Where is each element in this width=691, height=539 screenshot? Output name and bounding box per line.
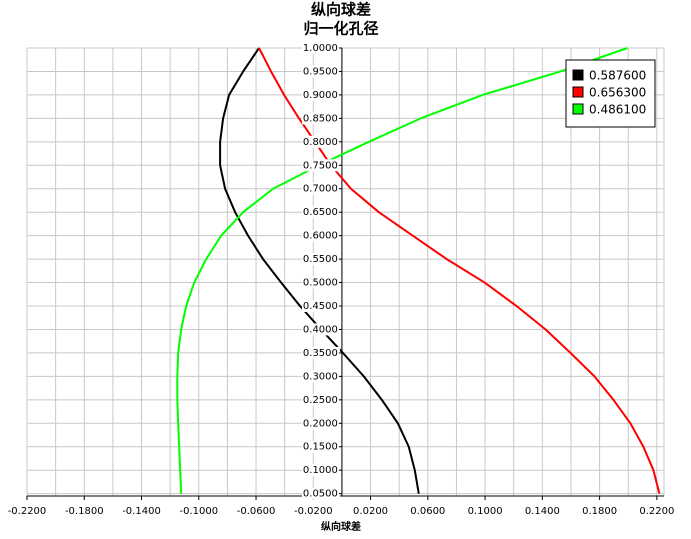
y-tick-label-bg	[301, 135, 340, 148]
y-tick-label: 0.9000	[303, 90, 338, 101]
y-tick-label: 0.7000	[303, 184, 338, 195]
y-tick-label-bg	[301, 112, 340, 125]
x-tick-label: -0.2200	[8, 506, 47, 517]
y-tick-label: 0.5500	[303, 254, 338, 265]
y-tick-label: 0.6500	[303, 207, 338, 218]
y-tick-label-bg	[301, 417, 340, 430]
x-tick-label: -0.0200	[294, 506, 333, 517]
y-tick-label-bg	[301, 65, 340, 78]
y-tick-label: 0.3500	[303, 348, 338, 359]
y-tick-label: 0.2000	[303, 418, 338, 429]
y-tick-label-bg	[301, 440, 340, 453]
y-tick-label-bg	[301, 182, 340, 195]
x-tick-label: -0.0600	[237, 506, 276, 517]
x-axis-label: 纵向球差	[321, 520, 361, 533]
x-tick-label: -0.1400	[122, 506, 161, 517]
y-tick-label: 0.1000	[303, 465, 338, 476]
x-tick-label: -0.1800	[65, 506, 104, 517]
x-tick-label: 0.1400	[525, 506, 560, 517]
y-tick-label: 0.6000	[303, 231, 338, 242]
series-line	[258, 47, 661, 494]
x-tick-label: 0.1000	[468, 506, 503, 517]
y-tick-label: 0.3000	[303, 371, 338, 382]
y-tick-label: 0.2500	[303, 395, 338, 406]
chart-subtitle: 归一化孔径	[303, 20, 378, 38]
chart-title: 纵向球差	[311, 1, 371, 19]
y-tick-label-bg	[301, 42, 340, 54]
y-tick-label-bg	[301, 323, 340, 336]
y-tick-label: 0.9500	[303, 66, 338, 77]
legend-label: 0.656300	[589, 86, 646, 100]
y-tick-label: 1.0000	[303, 43, 338, 54]
y-tick-label-bg	[301, 487, 340, 500]
x-tick-label: -0.1000	[179, 506, 218, 517]
legend-label: 0.486100	[589, 103, 646, 117]
y-tick-label-bg	[301, 159, 340, 172]
legend-label: 0.587600	[589, 69, 646, 83]
series-line	[176, 47, 628, 494]
y-tick-label-bg	[301, 206, 340, 219]
y-tick-label-bg	[301, 464, 340, 477]
legend-swatch	[572, 103, 584, 115]
x-tick-label: 0.1800	[582, 506, 617, 517]
y-tick-label-bg	[301, 393, 340, 406]
y-tick-label-bg	[301, 229, 340, 242]
legend-swatch	[572, 86, 584, 98]
y-tick-label: 0.8500	[303, 113, 338, 124]
y-tick-label-bg	[301, 300, 340, 313]
series-line	[219, 47, 420, 494]
y-tick-label-bg	[301, 253, 340, 266]
y-tick-label: 0.7500	[303, 160, 338, 171]
y-tick-label-bg	[301, 88, 340, 101]
y-tick-label: 0.1500	[303, 442, 338, 453]
y-tick-label-bg	[301, 346, 340, 359]
legend-swatch	[572, 69, 584, 81]
y-tick-label: 0.0500	[303, 489, 338, 500]
x-tick-label: 0.0200	[353, 506, 388, 517]
y-tick-label-bg	[301, 276, 340, 289]
x-tick-label: 0.2200	[639, 506, 674, 517]
y-tick-label: 0.8000	[303, 137, 338, 148]
y-tick-label: 0.4000	[303, 324, 338, 335]
x-tick-label: 0.0600	[410, 506, 445, 517]
y-tick-label-bg	[301, 370, 340, 383]
y-tick-label: 0.4500	[303, 301, 338, 312]
y-tick-label: 0.5000	[303, 278, 338, 289]
